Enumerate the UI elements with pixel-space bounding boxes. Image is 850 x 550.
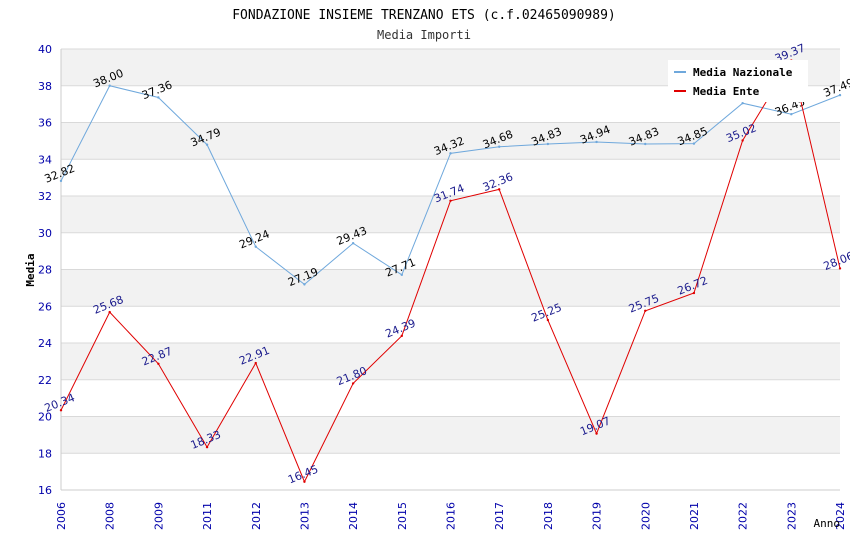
data-point <box>449 152 452 155</box>
data-point <box>254 245 257 248</box>
x-tick-label: 2021 <box>688 502 701 530</box>
y-tick-label: 16 <box>38 484 52 497</box>
plot-band <box>61 416 840 454</box>
x-tick-label: 2020 <box>639 502 652 530</box>
data-point <box>546 142 550 146</box>
data-point <box>644 142 647 146</box>
chart-subtitle: Media Importi <box>377 28 471 42</box>
y-tick-label: 32 <box>38 190 52 203</box>
data-point <box>303 283 306 286</box>
plot-background <box>61 48 840 491</box>
y-axis-label: Media <box>24 253 37 286</box>
data-point <box>595 140 598 144</box>
x-tick-label: 2017 <box>493 502 506 530</box>
y-tick-label: 22 <box>38 374 52 387</box>
x-tick-label: 2015 <box>396 502 409 530</box>
data-point <box>790 113 793 116</box>
y-tick-label: 26 <box>38 300 52 313</box>
data-point <box>644 309 647 313</box>
legend-label: Media Nazionale <box>693 66 793 79</box>
plot-band <box>61 159 840 196</box>
data-point <box>108 84 111 87</box>
plot-band <box>61 379 840 417</box>
data-point <box>59 409 63 412</box>
plot-band <box>61 232 840 270</box>
legend: Media Nazionale Media Ente <box>668 60 808 102</box>
data-point <box>351 382 355 385</box>
data-point <box>59 179 63 183</box>
y-tick-label: 28 <box>38 264 52 277</box>
x-tick-label: 2019 <box>591 502 604 530</box>
y-tick-label: 18 <box>38 447 52 460</box>
plot-band <box>61 269 840 307</box>
data-point <box>157 362 160 365</box>
data-point <box>351 242 355 245</box>
y-tick-label: 30 <box>38 227 52 240</box>
data-point <box>692 142 696 145</box>
data-point <box>741 102 744 105</box>
data-point <box>497 188 501 191</box>
data-point <box>838 93 842 97</box>
data-point <box>595 432 598 435</box>
chart-title: FONDAZIONE INSIEME TRENZANO ETS (c.f.024… <box>232 8 616 23</box>
data-point <box>449 199 452 202</box>
x-tick-label: 2014 <box>347 502 360 530</box>
data-point <box>108 310 111 314</box>
plot-band <box>61 343 840 380</box>
data-point <box>303 480 306 483</box>
legend-box <box>668 60 808 102</box>
y-tick-label: 38 <box>38 80 52 93</box>
plot-band <box>61 453 840 490</box>
data-point <box>838 267 842 270</box>
x-tick-label: 2006 <box>55 502 68 530</box>
data-point <box>157 96 160 99</box>
legend-label: Media Ente <box>693 85 760 98</box>
y-tick-label: 40 <box>38 43 52 56</box>
y-axis: 16 18 20 22 24 26 28 30 32 34 36 38 40 <box>38 43 62 497</box>
data-point <box>400 334 404 338</box>
plot-band <box>61 306 840 343</box>
data-point <box>741 139 744 142</box>
y-tick-label: 20 <box>38 411 52 424</box>
x-tick-label: 2011 <box>201 502 214 530</box>
x-axis: 2006 2008 2009 2011 2012 2013 2014 2015 2016 2017… <box>55 489 847 530</box>
data-point <box>205 143 209 146</box>
y-tick-label: 36 <box>38 117 52 130</box>
x-tick-label: 2018 <box>542 502 555 530</box>
y-tick-label: 24 <box>38 337 52 350</box>
x-axis-label: Anno <box>814 517 841 530</box>
data-point <box>400 273 404 277</box>
x-tick-label: 2016 <box>445 502 458 530</box>
data-point <box>254 361 257 365</box>
x-tick-label: 2008 <box>104 502 117 530</box>
data-point <box>692 291 696 295</box>
x-tick-label: 2009 <box>152 502 165 530</box>
x-tick-label: 2023 <box>785 502 798 530</box>
x-tick-label: 2013 <box>298 502 311 530</box>
data-point <box>497 145 501 148</box>
data-point <box>546 318 550 322</box>
x-tick-label: 2024 <box>834 502 847 530</box>
y-tick-label: 34 <box>38 153 52 166</box>
x-tick-label: 2022 <box>737 502 750 530</box>
x-tick-label: 2012 <box>250 502 263 530</box>
data-point <box>205 445 209 449</box>
